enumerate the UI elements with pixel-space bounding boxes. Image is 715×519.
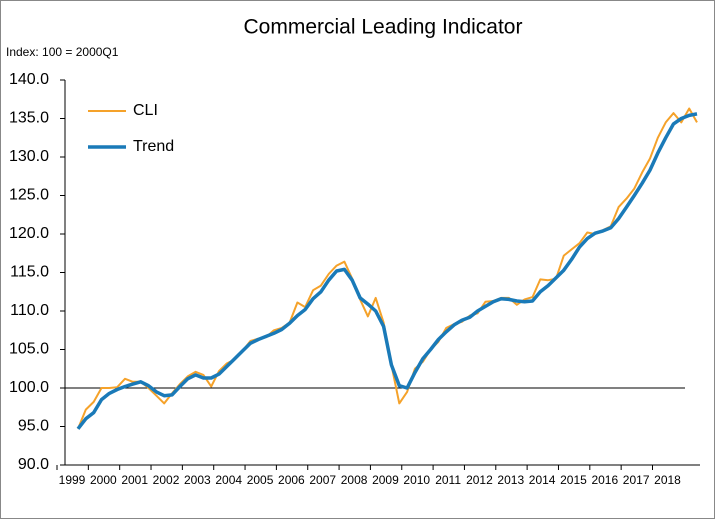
- y-tick-label: 105.0: [9, 341, 49, 358]
- chart-title: Commercial Leading Indicator: [244, 16, 523, 39]
- y-tick-label: 140.0: [9, 71, 49, 88]
- x-tick-label: 2016: [591, 473, 618, 487]
- y-tick-label: 125.0: [9, 187, 49, 204]
- y-tick-label: 115.0: [10, 264, 49, 281]
- y-tick-label: 110.0: [10, 302, 49, 319]
- x-tick-label: 2014: [529, 473, 556, 487]
- x-tick-label: 2008: [341, 473, 368, 487]
- y-tick-label: 135.0: [9, 110, 49, 127]
- series-line: [76, 112, 698, 430]
- y-tick-label: 130.0: [9, 148, 49, 165]
- y-axis-label: Index: 100 = 2000Q1: [6, 45, 119, 59]
- y-tick-label: 100.0: [9, 379, 49, 396]
- x-tick-label: 2011: [435, 473, 461, 487]
- legend-label: CLI: [133, 102, 158, 119]
- x-tick-label: 2017: [623, 473, 650, 487]
- x-tick-label: 2005: [247, 473, 274, 487]
- y-tick-label: 120.0: [9, 225, 49, 242]
- x-tick-label: 2015: [560, 473, 587, 487]
- x-tick-label: 2018: [654, 473, 681, 487]
- x-tick-label: 2004: [215, 473, 242, 487]
- x-tick-label: 2012: [466, 473, 493, 487]
- x-tick-label: 2001: [121, 473, 148, 487]
- x-tick-label: 2007: [309, 473, 336, 487]
- x-tick-label: 2009: [372, 473, 399, 487]
- x-tick-label: 2002: [153, 473, 180, 487]
- legend-label: Trend: [133, 138, 174, 155]
- x-tick-label: 2006: [278, 473, 305, 487]
- x-tick-label: 2000: [90, 473, 117, 487]
- x-tick-label: 2010: [403, 473, 430, 487]
- y-tick-label: 95.0: [18, 418, 49, 435]
- x-tick-label: 2003: [184, 473, 211, 487]
- x-tick-label: 1999: [59, 473, 86, 487]
- x-tick-label: 2013: [497, 473, 524, 487]
- y-tick-label: 90.0: [18, 456, 49, 473]
